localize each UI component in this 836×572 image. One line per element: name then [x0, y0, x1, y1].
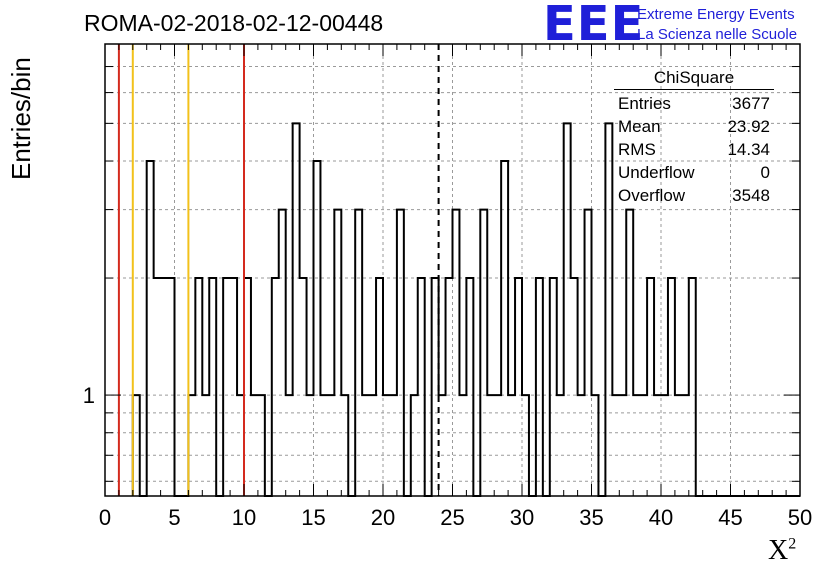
stats-value: 23.92 [727, 117, 770, 136]
histogram-title: ROMA-02-2018-02-12-00448 [84, 10, 384, 36]
stats-row-entries: Entries 3677 [610, 92, 778, 115]
x-axis-label-text: X [768, 535, 789, 566]
eee-logo-line2: La Scienza nelle Scuole [637, 26, 798, 43]
x-tick-label: 40 [649, 505, 673, 530]
x-tick-label: 20 [371, 505, 395, 530]
x-tick-label: 15 [301, 505, 325, 530]
stats-label: RMS [618, 140, 656, 159]
stats-value: 3548 [732, 186, 770, 205]
stats-row-rms: RMS 14.34 [610, 138, 778, 161]
x-tick-label: 45 [718, 505, 742, 530]
stats-box-header: ChiSquare [614, 68, 774, 90]
histogram-line [131, 122, 800, 497]
x-tick-label: 10 [232, 505, 256, 530]
stats-label: Entries [618, 94, 671, 113]
stats-value: 3677 [732, 94, 770, 113]
x-tick-label: 5 [168, 505, 180, 530]
x-axis-label-sup: 2 [788, 535, 797, 553]
x-tick-label: 50 [788, 505, 812, 530]
eee-logo-text: EEE [543, 0, 645, 52]
x-tick-label: 30 [510, 505, 534, 530]
x-axis-label: X2 [768, 535, 796, 567]
stats-label: Underflow [618, 163, 695, 182]
x-tick-label: 25 [440, 505, 464, 530]
stats-value: 14.34 [727, 140, 770, 159]
x-tick-label: 35 [579, 505, 603, 530]
stats-row-mean: Mean 23.92 [610, 115, 778, 138]
x-tick-label: 0 [99, 505, 111, 530]
eee-logo-line1: Extreme Energy Events [637, 6, 795, 23]
stats-row-underflow: Underflow 0 [610, 161, 778, 184]
stats-label: Overflow [618, 186, 686, 205]
stats-row-overflow: Overflow 3548 [610, 184, 778, 207]
stats-label: Mean [618, 117, 661, 136]
stats-value: 0 [760, 163, 770, 182]
stats-box-rows: Entries 3677 Mean 23.92 RMS 14.34 Underflow 0 Ov… [610, 92, 778, 207]
y-tick-label: 1 [83, 383, 95, 408]
stats-box: ChiSquare Entries 3677 Mean 23.92 RMS 14.34 Un… [610, 68, 778, 207]
